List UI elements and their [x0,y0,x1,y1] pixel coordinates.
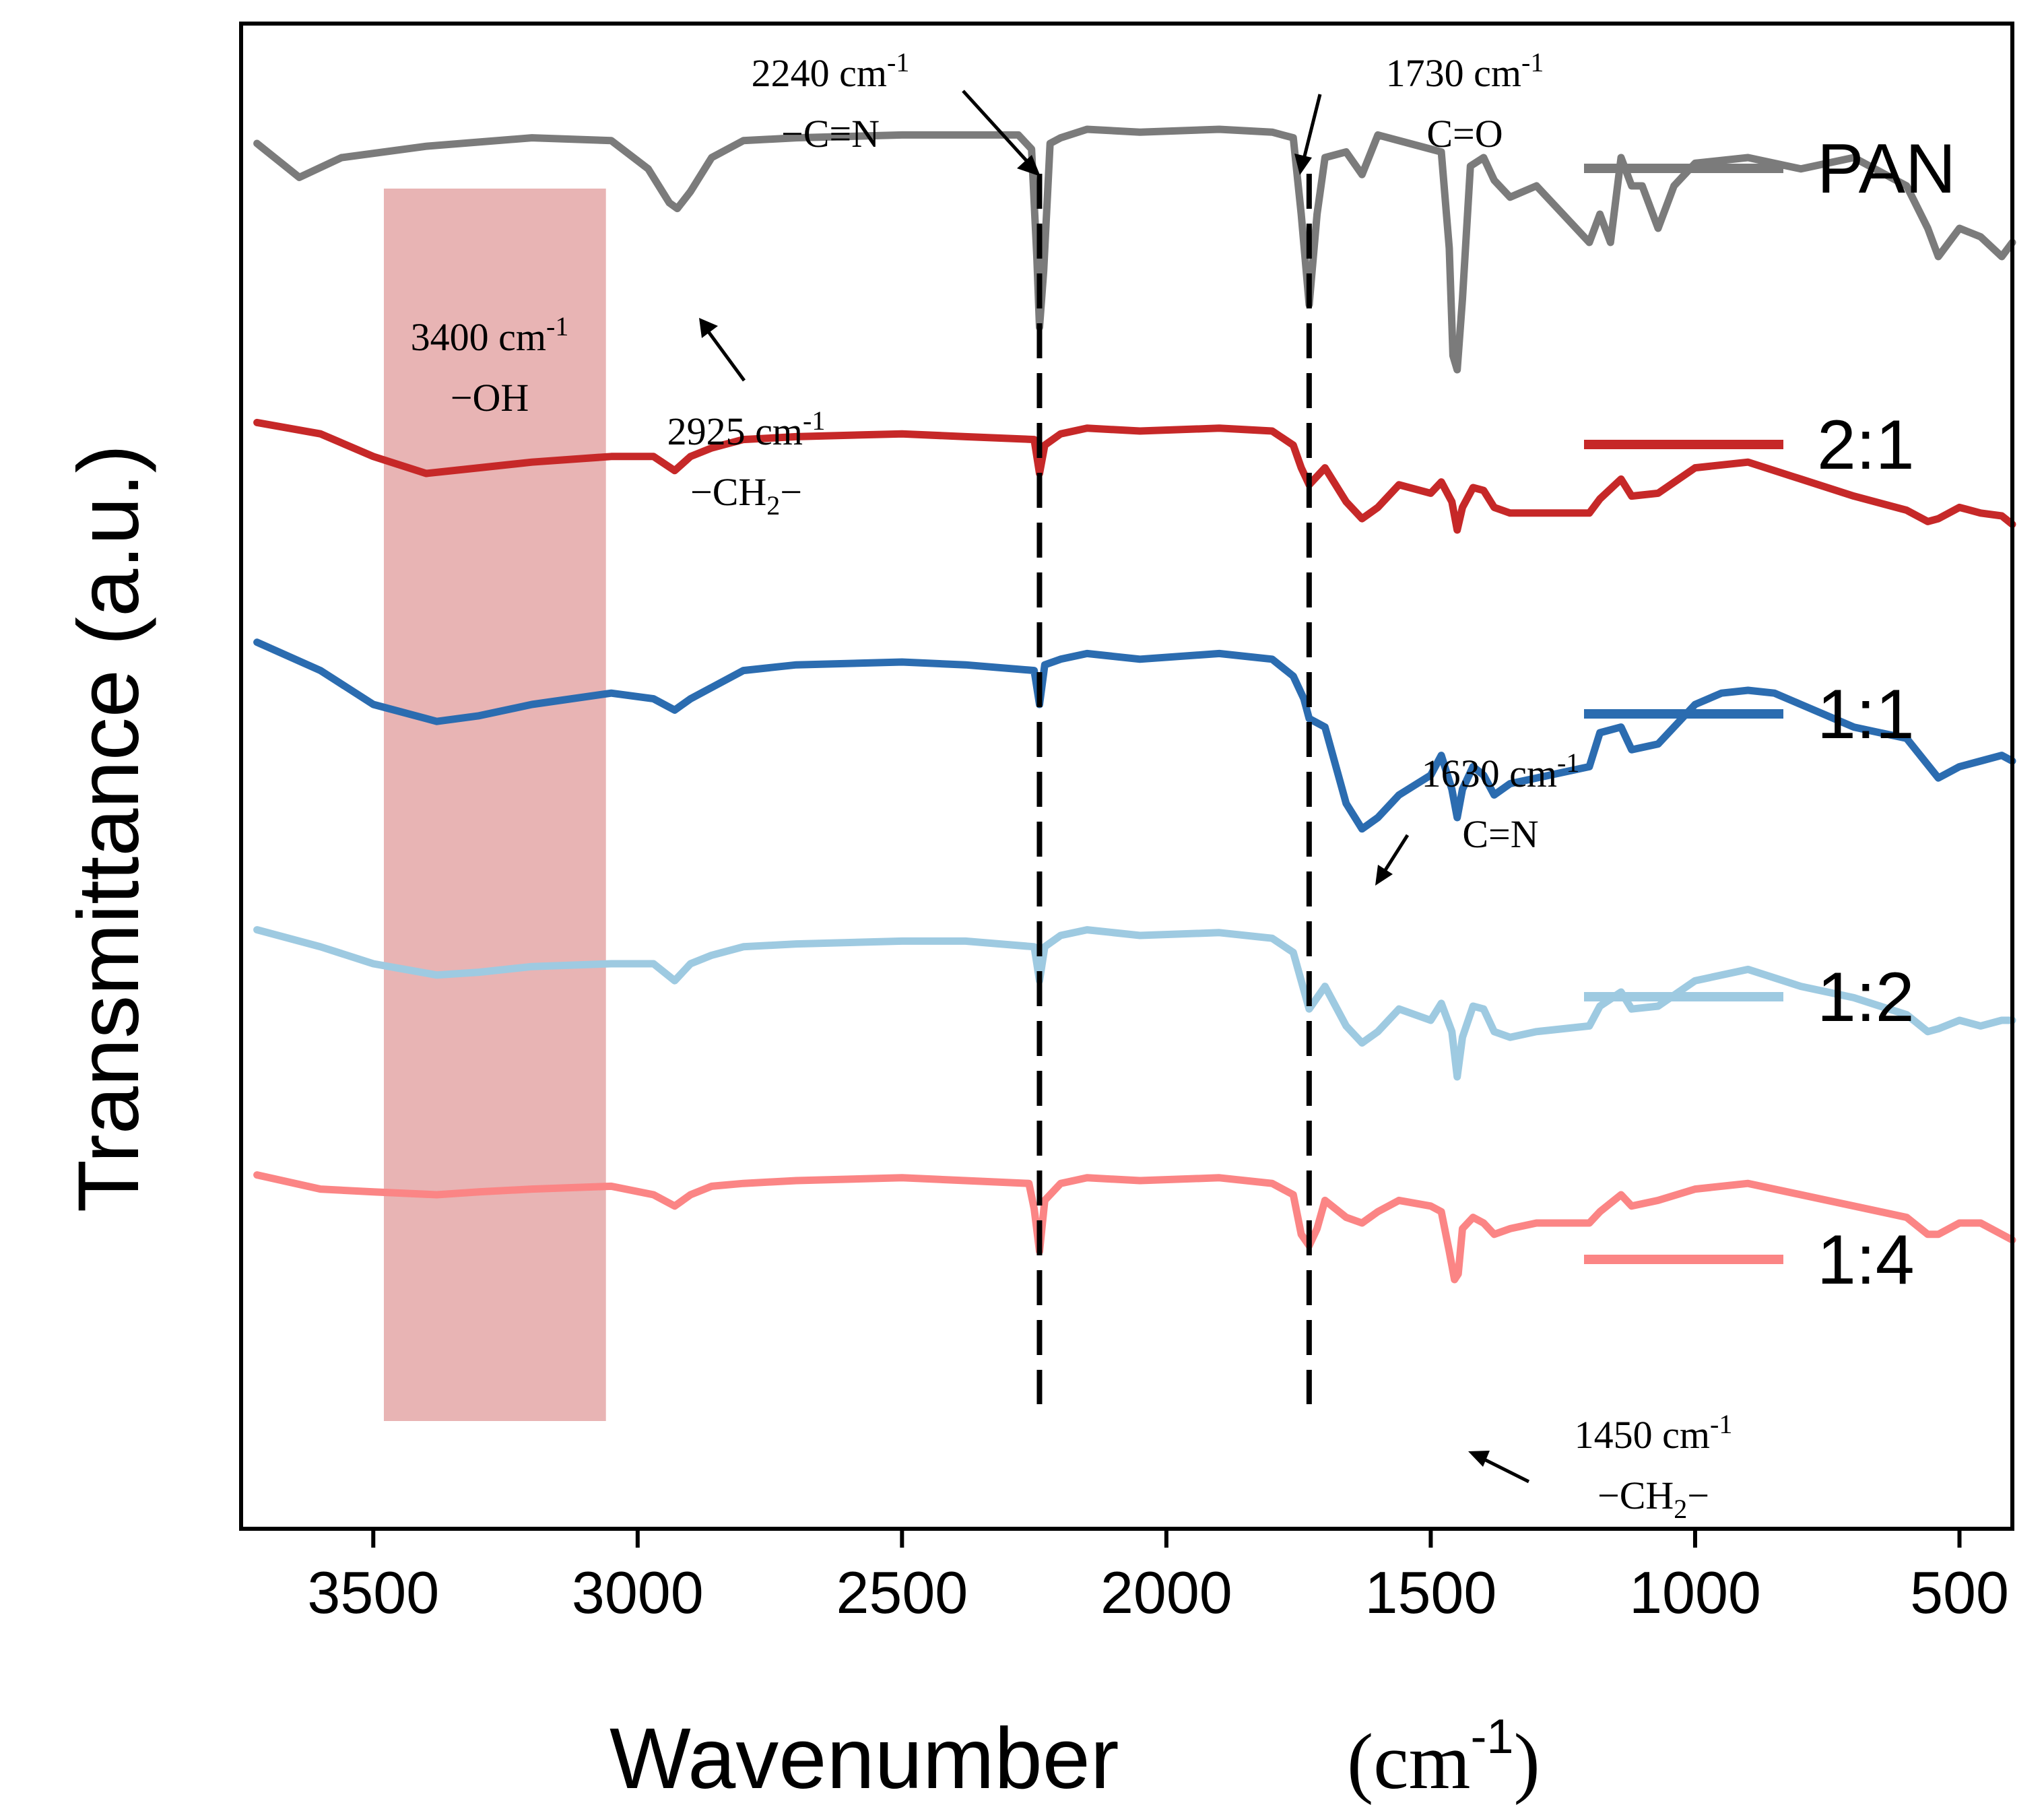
annotation-1630-arrow [1382,834,1410,873]
annotation-1730-value: 1730 cm-1 [1386,47,1544,95]
annotation-2925-arrowhead [699,318,718,338]
annotation-2925-value: 2925 cm-1 [667,405,826,453]
x-tick-label: 2500 [836,1559,968,1626]
annotation-2240-value: 2240 cm-1 [752,47,910,95]
annotation-1730-group: C=O [1426,112,1503,156]
band-label: 3400 cm-1 [411,311,569,359]
annotation-2925-arrow [705,329,746,382]
oh-highlight-band [383,189,606,1421]
y-axis-title: Transmittance (a.u.) [61,444,157,1213]
annotation-1630-group: C=N [1462,812,1538,856]
band-group-label: −OH [451,376,529,420]
series-line-1-2 [253,926,2016,1081]
annotation-1450-arrow [1480,1456,1530,1484]
series-line-2-1 [253,418,2016,534]
series-line-pan [253,125,2016,374]
x-tick-label: 2000 [1100,1559,1232,1626]
legend: PAN 2:1 1:1 1:2 1:4 [1584,130,1956,1299]
x-tick-label: 3500 [307,1559,439,1626]
legend-label-2-1: 2:1 [1817,406,1915,484]
annotation-1630-value: 1630 cm-1 [1422,748,1580,795]
legend-label-1-4: 1:4 [1817,1221,1915,1299]
x-tick-label: 1500 [1365,1559,1497,1626]
legend-label-1-1: 1:1 [1817,675,1915,754]
series-line-1-4 [253,1171,2016,1284]
annotation-1730-arrowhead [1294,154,1312,175]
annotation-1730-arrow [1301,94,1322,162]
x-axis-unit: (cm-1) [1347,1710,1540,1806]
series-layer [253,125,2016,1284]
annotation-1450-arrowhead [1468,1451,1490,1467]
x-tick-label: 3000 [572,1559,704,1626]
reference-lines [1036,174,1312,1404]
annotation-2240-arrowhead [1017,155,1041,176]
plot-frame [239,22,2014,1531]
annotation-1450-value: 1450 cm-1 [1575,1409,1733,1457]
annotation-2240-group: −C≡N [781,112,880,156]
series-line-1-1 [253,638,2016,833]
x-tick-label: 1000 [1629,1559,1761,1626]
x-tick-label: 500 [1910,1559,2009,1626]
x-axis-title: Wavenumber [609,1711,1119,1807]
annotation-1450-group: −CH2− [1597,1474,1709,1524]
annotation-2925-group: −CH2− [690,470,802,521]
legend-label-1-2: 1:2 [1817,958,1915,1036]
x-ticks: 3500 3000 2500 2000 1500 1000 500 [307,1529,2009,1626]
legend-label-pan: PAN [1817,130,1956,208]
annotation-1630-arrowhead [1375,865,1393,886]
annotation-2240-arrow [962,90,1032,166]
